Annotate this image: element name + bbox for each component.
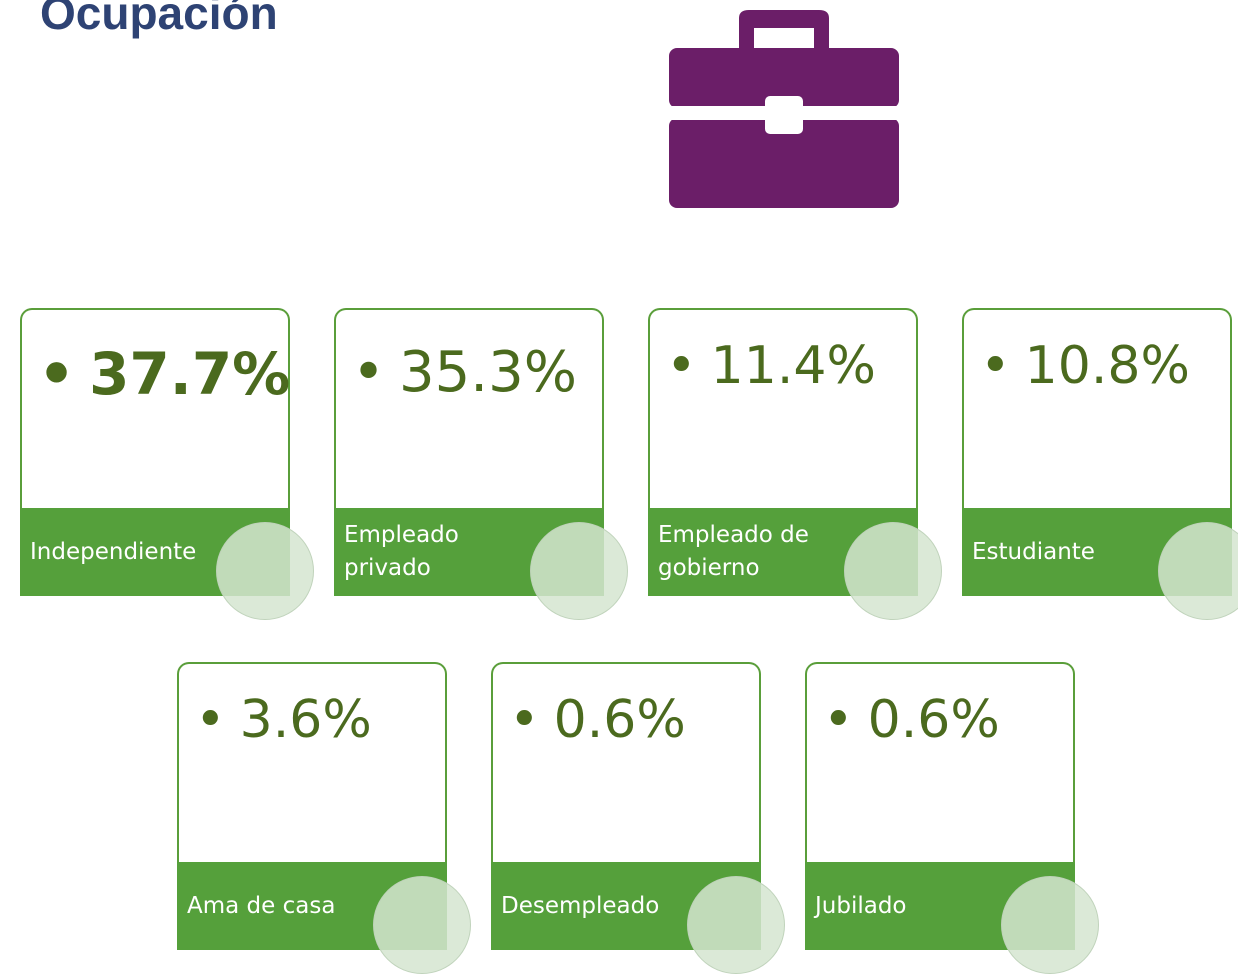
card-circle — [844, 522, 942, 620]
card-box: 37.7% — [20, 308, 290, 512]
card: 37.7% Independiente — [20, 308, 314, 620]
card-label: Ama de casa — [187, 892, 336, 919]
card-circle — [216, 522, 314, 620]
card: 0.6% Desempleado — [491, 662, 785, 974]
card-label: Empleado privado — [344, 522, 459, 581]
card-value: 0.6% — [509, 690, 686, 750]
briefcase-icon — [669, 10, 899, 208]
card: 10.8% Estudiante — [962, 308, 1238, 620]
card: 3.6% Ama de casa — [177, 662, 471, 974]
card-label: Jubilado — [815, 892, 907, 919]
card-circle — [687, 876, 785, 974]
card-value: 11.4% — [666, 336, 876, 396]
card-box: 0.6% — [805, 662, 1075, 866]
title: Ocupación — [40, 0, 278, 39]
card-circle — [530, 522, 628, 620]
card-box: 3.6% — [177, 662, 447, 866]
card-label: Empleado de gobierno — [658, 522, 809, 581]
card-value: 10.8% — [980, 336, 1190, 396]
card-value: 35.3% — [352, 340, 577, 405]
card-label: Estudiante — [972, 538, 1095, 565]
card: 35.3% Empleado privado — [334, 308, 628, 620]
card-circle — [1158, 522, 1238, 620]
card-label: Independiente — [30, 538, 197, 565]
card-value: 37.7% — [38, 340, 290, 408]
card: 11.4% Empleado de gobierno — [648, 308, 942, 620]
card-box: 0.6% — [491, 662, 761, 866]
card-circle — [1001, 876, 1099, 974]
card-box: 11.4% — [648, 308, 918, 512]
card: 0.6% Jubilado — [805, 662, 1099, 974]
card-circle — [373, 876, 471, 974]
card-value: 0.6% — [823, 690, 1000, 750]
card-value: 3.6% — [195, 690, 372, 750]
card-label: Desempleado — [501, 892, 660, 919]
card-box: 35.3% — [334, 308, 604, 512]
card-box: 10.8% — [962, 308, 1232, 512]
